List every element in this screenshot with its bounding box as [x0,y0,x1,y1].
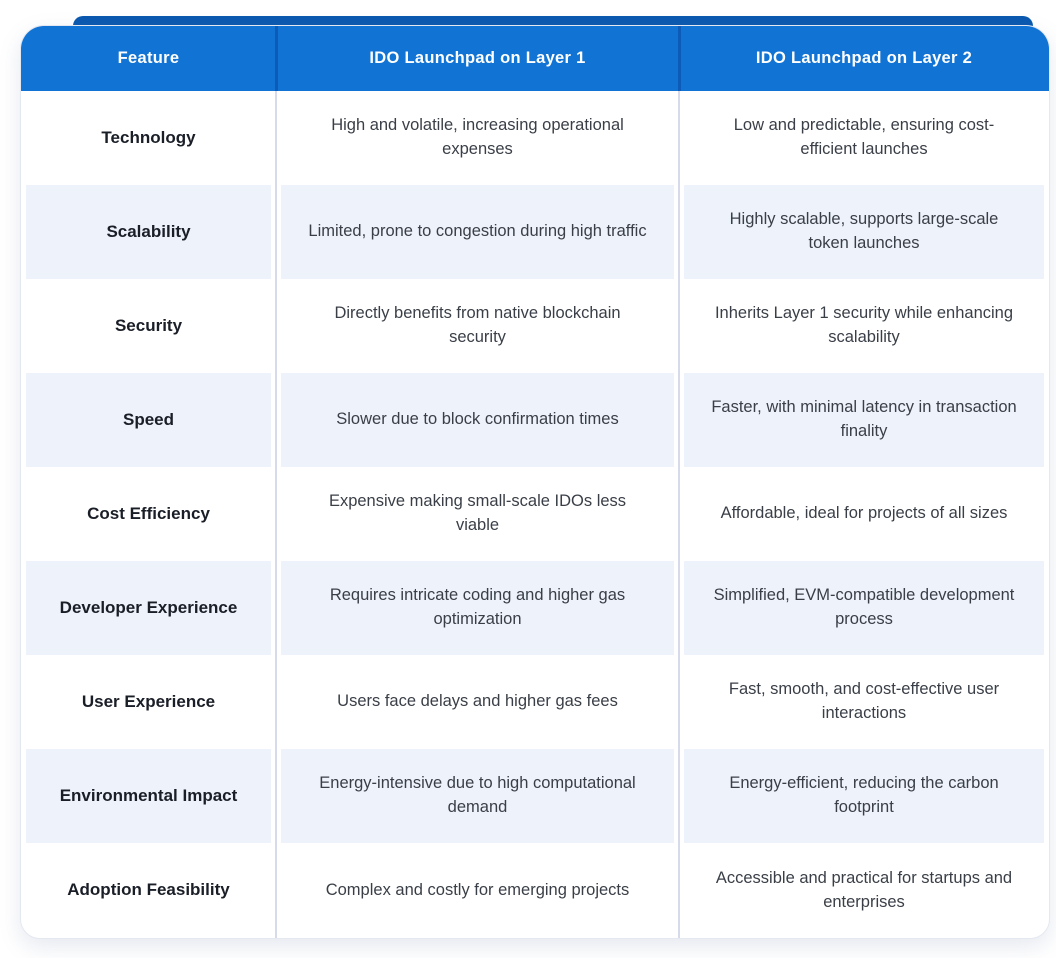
layer1-value: High and volatile, increasing operationa… [276,91,679,185]
layer2-value: Energy-efficient, reducing the carbon fo… [679,749,1049,843]
column-header-layer1: IDO Launchpad on Layer 1 [369,49,586,67]
feature-label: Environmental Impact [21,749,276,843]
body-column-divider [678,91,680,938]
feature-label: Scalability [21,185,276,279]
table-row-speed: Speed Slower due to block confirmation t… [21,373,1049,467]
layer2-value: Inherits Layer 1 security while enhancin… [679,279,1049,373]
table-row-cost-efficiency: Cost Efficiency Expensive making small-s… [21,467,1049,561]
column-header-layer2: IDO Launchpad on Layer 2 [755,49,973,67]
feature-label: Technology [21,91,276,185]
layer2-value: Affordable, ideal for projects of all si… [679,467,1049,561]
feature-label: Cost Efficiency [21,467,276,561]
feature-label: Developer Experience [21,561,276,655]
table-row-user-experience: User Experience Users face delays and hi… [21,655,1049,749]
layer1-value: Energy-intensive due to high computation… [276,749,679,843]
layer1-value: Expensive making small-scale IDOs less v… [276,467,679,561]
header-column-divider [275,26,278,91]
layer2-value: Simplified, EVM-compatible development p… [679,561,1049,655]
feature-label: User Experience [21,655,276,749]
layer1-value: Requires intricate coding and higher gas… [276,561,679,655]
layer1-value: Users face delays and higher gas fees [276,655,679,749]
layer1-value: Limited, prone to congestion during high… [276,185,679,279]
layer2-value: Low and predictable, ensuring cost-effic… [679,91,1049,185]
table-body: Technology High and volatile, increasing… [21,91,1049,938]
feature-label: Security [21,279,276,373]
layer2-value: Fast, smooth, and cost-effective user in… [679,655,1049,749]
table-row-technology: Technology High and volatile, increasing… [21,91,1049,185]
layer1-value: Complex and costly for emerging projects [276,843,679,938]
table-header-row: Feature IDO Launchpad on Layer 1 IDO Lau… [21,26,1049,91]
layer1-value: Slower due to block confirmation times [276,373,679,467]
table-row-scalability: Scalability Limited, prone to congestion… [21,185,1049,279]
feature-label: Speed [21,373,276,467]
layer2-value: Highly scalable, supports large-scale to… [679,185,1049,279]
column-header-feature: Feature [117,49,180,67]
table-row-security: Security Directly benefits from native b… [21,279,1049,373]
table-row-adoption-feasibility: Adoption Feasibility Complex and costly … [21,843,1049,938]
layer2-value: Faster, with minimal latency in transact… [679,373,1049,467]
feature-label: Adoption Feasibility [21,843,276,938]
table-row-environmental-impact: Environmental Impact Energy-intensive du… [21,749,1049,843]
layer1-value: Directly benefits from native blockchain… [276,279,679,373]
comparison-table-card: Feature IDO Launchpad on Layer 1 IDO Lau… [20,25,1050,939]
table-row-developer-experience: Developer Experience Requires intricate … [21,561,1049,655]
layer2-value: Accessible and practical for startups an… [679,843,1049,938]
header-column-divider [678,26,681,91]
body-column-divider [275,91,277,938]
